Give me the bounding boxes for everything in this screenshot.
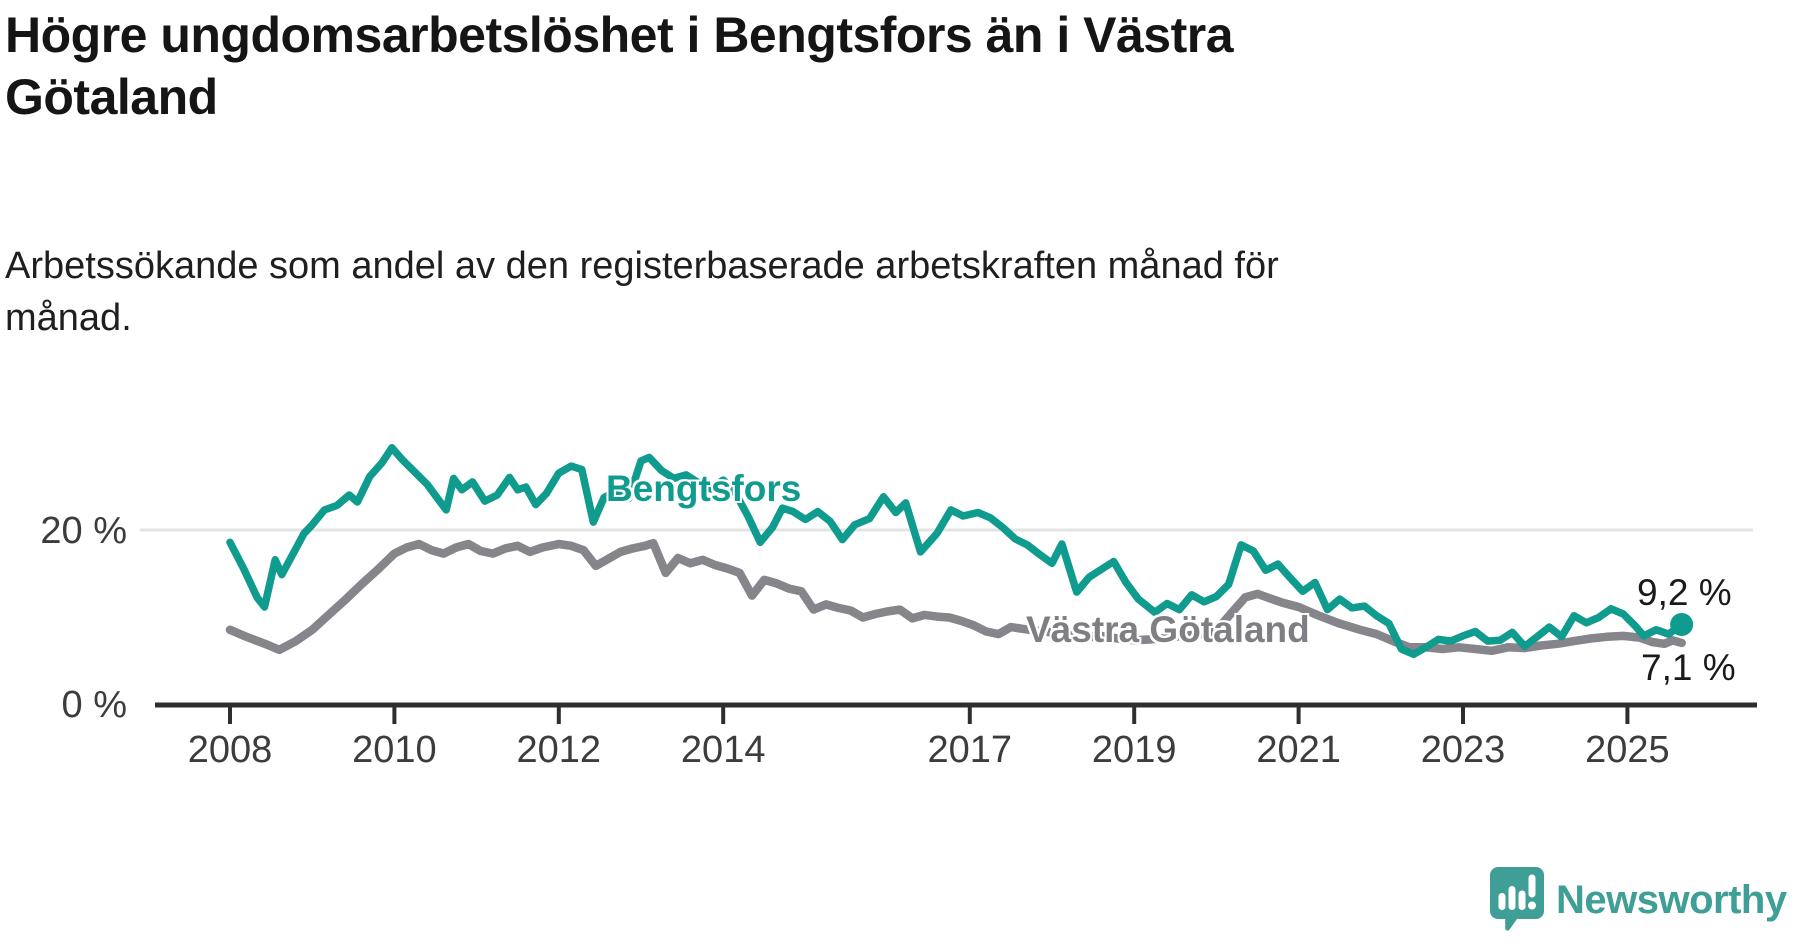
series-end-dot-bengtsfors [1670, 613, 1694, 636]
chart-subtitle: Arbetssökande som andel av den registerb… [5, 240, 1505, 344]
newsworthy-logo-text: Newsworthy [1556, 877, 1787, 922]
page-title-line-1: Högre ungdomsarbetslöshet i Bengtsfors ä… [5, 7, 1234, 63]
end-value-label-bengtsfors: 9,2 % [1637, 572, 1732, 613]
x-tick-label-2008: 2008 [188, 729, 273, 771]
x-tick-label-2012: 2012 [517, 729, 602, 771]
x-tick-label-2017: 2017 [928, 729, 1013, 771]
x-tick-label-2021: 2021 [1256, 729, 1341, 771]
chart-subtitle-line-1: Arbetssökande som andel av den registerb… [5, 245, 1279, 287]
newsworthy-logo: Newsworthy [1489, 866, 1787, 934]
page-title-line-2: Götaland [5, 69, 218, 125]
series-label-bengtsfors: Bengtsfors [606, 468, 802, 509]
chart-subtitle-line-2: månad. [5, 297, 132, 339]
x-tick-label-2019: 2019 [1092, 729, 1177, 771]
end-value-label-vastra-gotaland: 7,1 % [1641, 647, 1736, 688]
series-label-vastra-gotaland: Västra Götaland [1026, 609, 1310, 650]
series-line-bengtsfors [226, 444, 1686, 659]
page-title: Högre ungdomsarbetslöshet i Bengtsfors ä… [5, 4, 1705, 128]
y-tick-label-20-percent: 20 % [40, 510, 127, 552]
x-tick-label-2025: 2025 [1585, 729, 1670, 771]
x-tick-label-2010: 2010 [352, 729, 437, 771]
speech-bubble-bar-chart-icon [1490, 867, 1544, 931]
x-tick-label-2023: 2023 [1421, 729, 1506, 771]
y-tick-label-0-percent: 0 % [62, 684, 127, 726]
x-tick-label-2014: 2014 [681, 729, 766, 771]
